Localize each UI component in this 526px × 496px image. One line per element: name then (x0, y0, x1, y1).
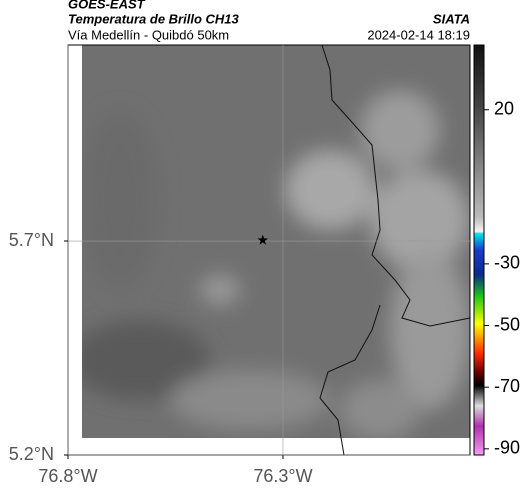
colorbar-tick-label: -50 (494, 314, 520, 334)
colorbar-tick-label: -90 (494, 438, 520, 458)
y-tick-label: 5.7°N (9, 230, 54, 250)
region: Vía Medellín - Quibdó 50km (68, 27, 229, 42)
colorbar-tick-label: -30 (494, 253, 520, 273)
coastline (319, 304, 381, 456)
x-tick-label: 76.3°W (253, 466, 312, 486)
location-marker (257, 234, 268, 245)
colorbar-tick-label: 20 (494, 98, 514, 118)
border (321, 44, 471, 327)
satellite-image (82, 45, 470, 438)
x-tick-label: 76.8°W (38, 466, 97, 486)
timestamp: 2024-02-14 18:19 (367, 27, 470, 42)
subtitle: Temperatura de Brillo CH13 (68, 11, 240, 26)
colorbar (473, 44, 485, 456)
source: SIATA (433, 11, 470, 26)
colorbar-tick-label: -70 (494, 376, 520, 396)
title: GOES-EAST (68, 0, 146, 11)
y-tick-label: 5.2°N (9, 444, 54, 464)
